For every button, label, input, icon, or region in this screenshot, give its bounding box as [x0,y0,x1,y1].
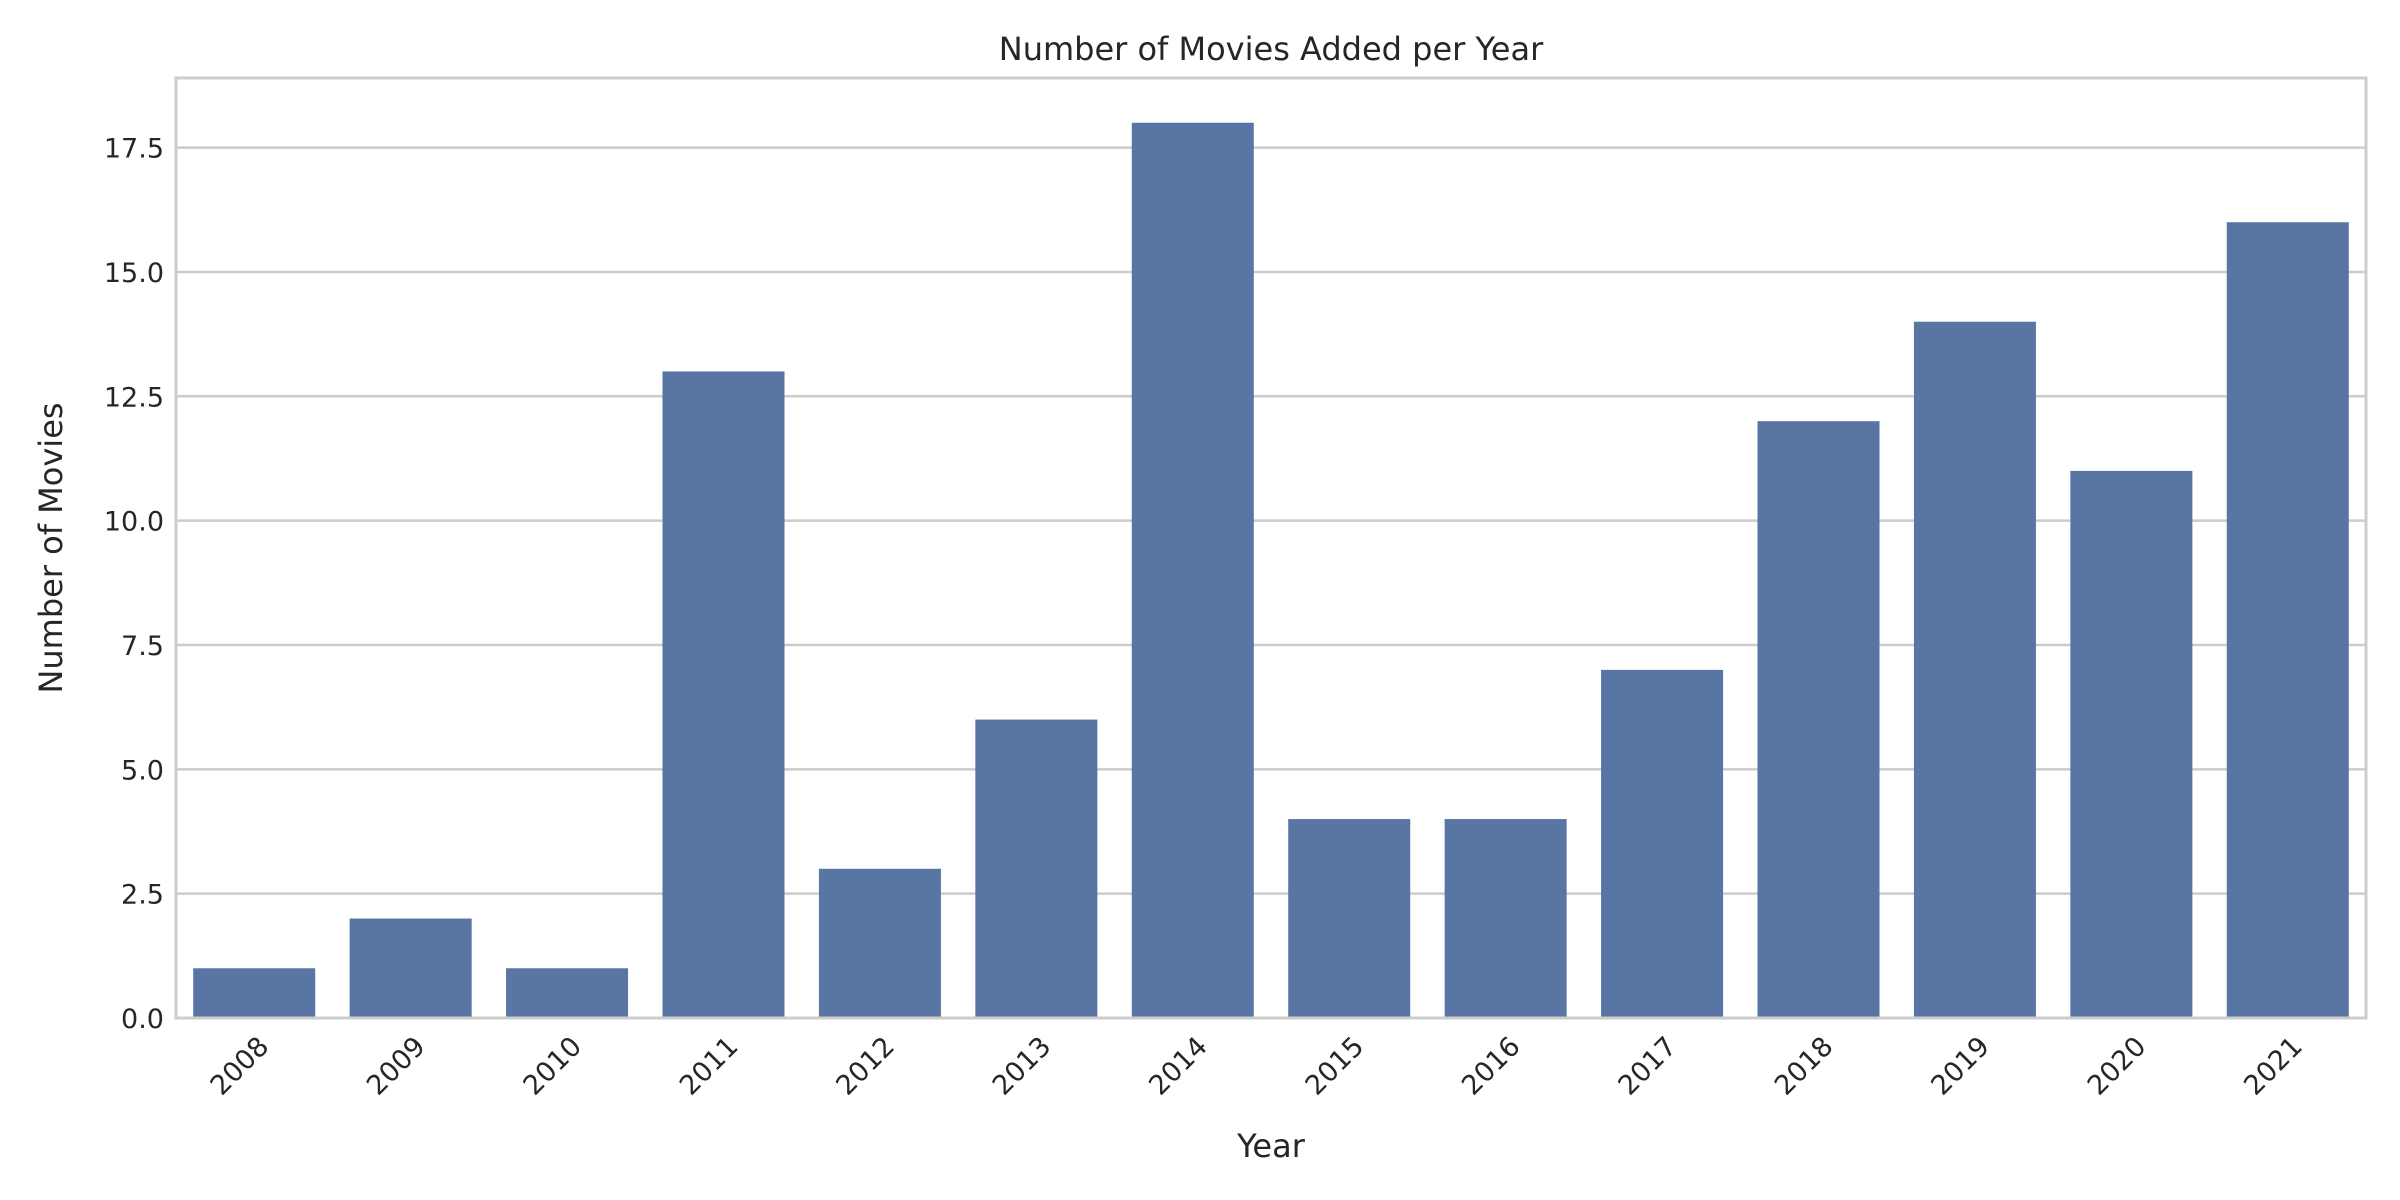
y-axis-label: Number of Movies [32,402,70,693]
y-tick-label: 0.0 [121,1004,164,1035]
bar-2010 [506,968,629,1018]
bar-2021 [2226,222,2349,1019]
y-axis-ticks: 0.0 2.5 5.0 7.5 10.0 12.5 15.0 17.5 [104,134,164,1035]
bars [193,122,2349,1019]
bar-2018 [1757,421,1880,1019]
x-axis-label: Year [1236,1127,1306,1165]
bar-2014 [1131,122,1254,1018]
bar-2017 [1601,669,1724,1018]
y-tick-label: 2.5 [121,880,164,911]
y-tick-label: 7.5 [121,631,164,662]
bar-2015 [1288,819,1411,1018]
bar-2009 [349,918,472,1018]
bar-2008 [193,968,316,1018]
bar-2019 [1913,321,2036,1018]
y-tick-label: 15.0 [104,258,164,289]
y-tick-label: 17.5 [104,134,164,165]
plot-frame [174,76,2368,1020]
bar-2012 [818,868,941,1018]
chart-title: Number of Movies Added per Year [999,30,1544,68]
y-tick-label: 10.0 [104,507,164,538]
bar-2020 [2070,470,2193,1019]
bar-2016 [1444,819,1567,1018]
bar-2011 [662,371,785,1018]
bar-2013 [975,719,1098,1018]
y-tick-label: 5.0 [121,755,164,786]
y-tick-label: 12.5 [104,382,164,413]
